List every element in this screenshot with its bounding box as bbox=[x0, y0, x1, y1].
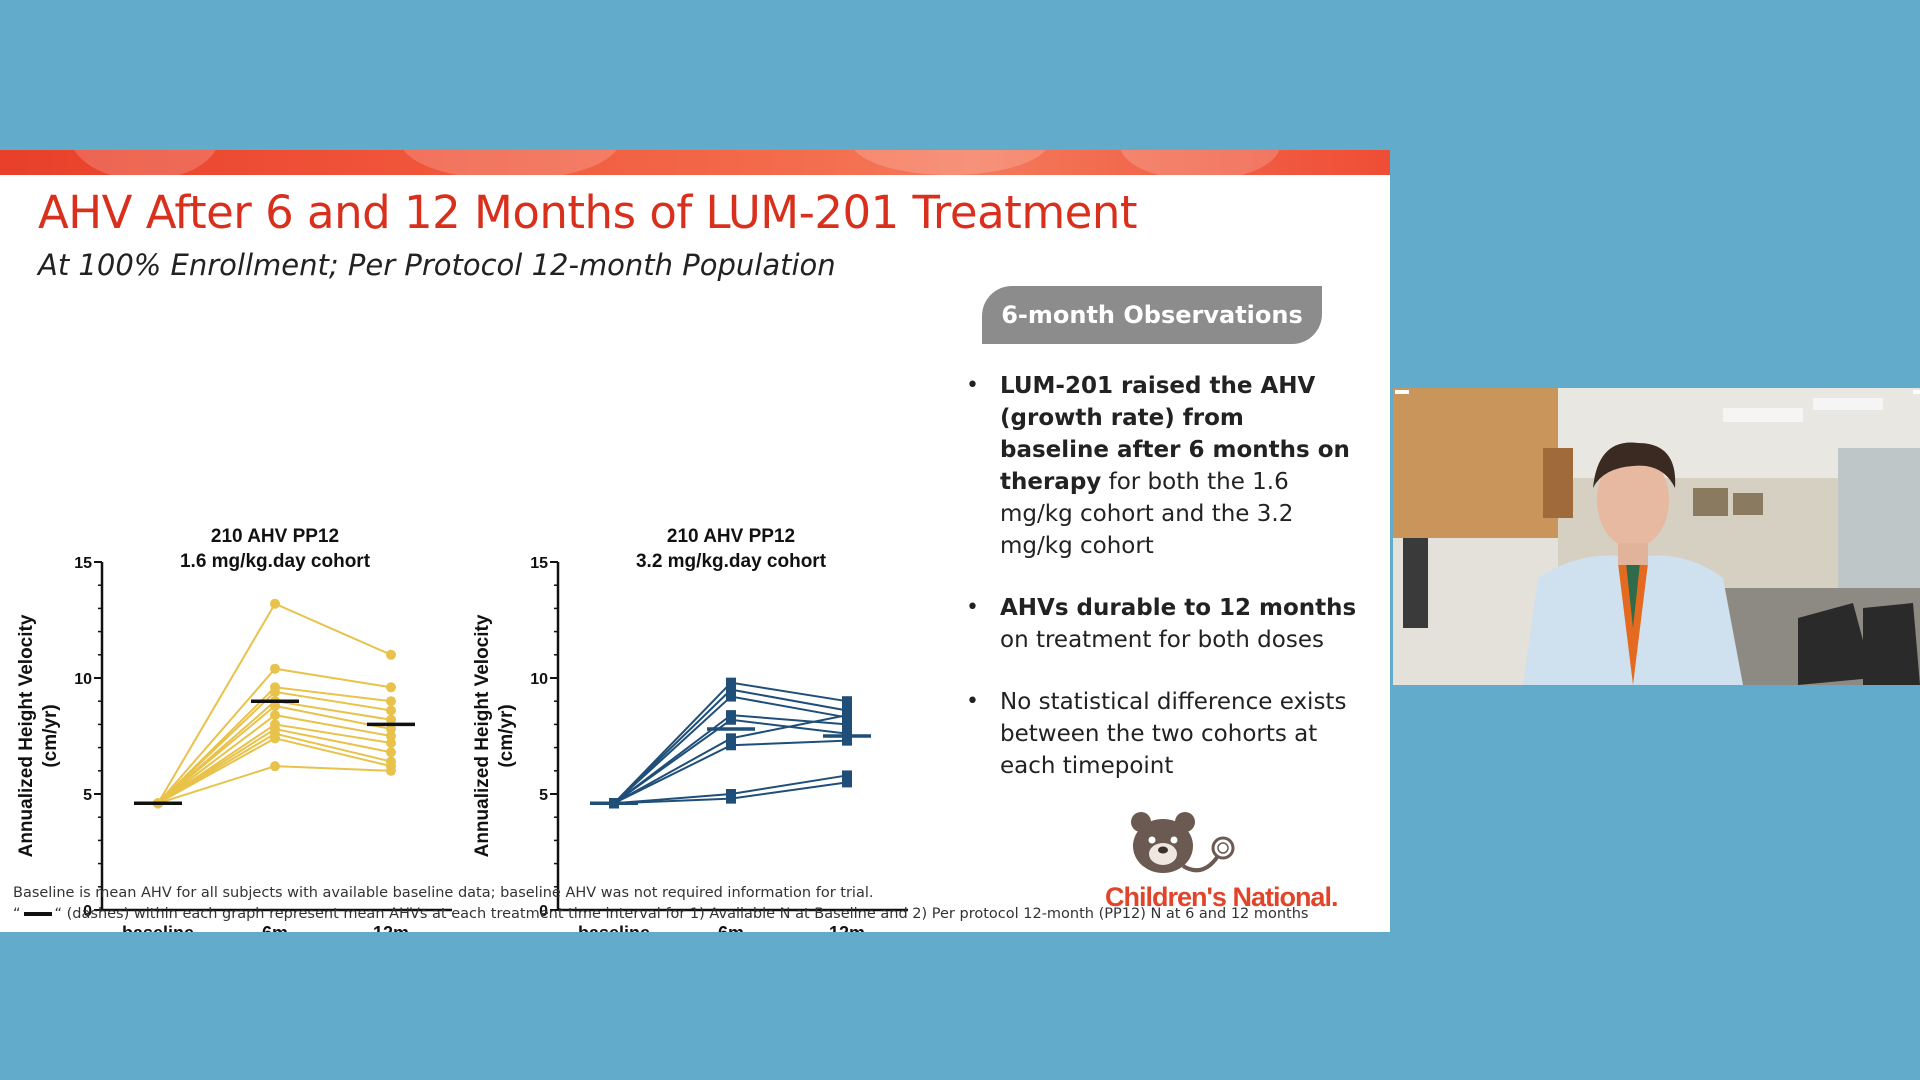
footnote-dashes: “ “ (dashes) within each graph represent … bbox=[13, 906, 1309, 922]
data-point bbox=[726, 714, 736, 725]
logo-text: Children's National. bbox=[1105, 882, 1338, 912]
x-tick-label: 12m bbox=[373, 923, 409, 932]
presentation-slide: AHV After 6 and 12 Months of LUM-201 Tre… bbox=[0, 150, 1390, 932]
footnote-dashes-text: “ (dashes) within each graph represent m… bbox=[54, 906, 1309, 922]
y-tick-label: 15 bbox=[74, 555, 92, 572]
chart-subtitle: 3.2 mg/kg.day cohort bbox=[636, 551, 827, 572]
chart-3-2-mg-cohort-svg: 210 AHV PP12 3.2 mg/kg.day cohort Annualiz… bbox=[472, 526, 908, 932]
data-point bbox=[726, 684, 736, 695]
observations-list: LUM-201 raised the AHV (growth rate) fro… bbox=[960, 370, 1360, 812]
footnote-baseline: Baseline is mean AHV for all subjects wi… bbox=[13, 885, 874, 901]
y-axis-label: Annualized Height Velocity bbox=[16, 614, 37, 857]
slide-subtitle: At 100% Enrollment; Per Protocol 12-mont… bbox=[38, 248, 836, 282]
observation-3-text: No statistical difference exists between… bbox=[1000, 689, 1347, 779]
data-point bbox=[726, 793, 736, 804]
y-axis-label-units: (cm/yr) bbox=[496, 704, 517, 767]
slide-header-band bbox=[0, 150, 1390, 180]
data-point bbox=[270, 663, 280, 674]
y-axis-label-units: (cm/yr) bbox=[40, 704, 61, 767]
data-point bbox=[842, 777, 852, 788]
data-point bbox=[842, 719, 852, 730]
data-point bbox=[270, 598, 280, 609]
chart-title: 210 AHV PP12 bbox=[211, 526, 339, 547]
chart-3-2-mg-cohort: 210 AHV PP12 3.2 mg/kg.day cohort Annualiz… bbox=[466, 335, 926, 932]
data-point bbox=[842, 735, 852, 746]
x-tick-label: baseline bbox=[578, 923, 650, 932]
dash-symbol-icon bbox=[23, 912, 52, 916]
chart-title: 210 AHV PP12 bbox=[667, 526, 795, 547]
data-point bbox=[842, 696, 852, 707]
slide-title: AHV After 6 and 12 Months of LUM-201 Tre… bbox=[38, 186, 1138, 239]
data-point bbox=[386, 714, 396, 725]
chart-1-6-mg-cohort: 210 AHV PP12 1.6 mg/kg.day cohort Annualiz… bbox=[10, 335, 470, 932]
observation-item-1: LUM-201 raised the AHV (growth rate) fro… bbox=[960, 370, 1360, 562]
data-point bbox=[386, 705, 396, 716]
childrens-national-logo: Children's National. bbox=[1105, 808, 1340, 913]
observation-item-3: No statistical difference exists between… bbox=[960, 686, 1360, 782]
y-tick-label: 5 bbox=[83, 787, 92, 804]
data-point bbox=[386, 747, 396, 758]
data-point bbox=[842, 728, 852, 739]
y-axis-label: Annualized Height Velocity bbox=[472, 614, 493, 857]
data-point bbox=[726, 691, 736, 702]
data-point bbox=[386, 737, 396, 748]
data-point bbox=[386, 696, 396, 707]
data-point bbox=[386, 765, 396, 776]
data-point bbox=[726, 677, 736, 688]
data-point bbox=[842, 710, 852, 721]
observations-heading: 6-month Observations bbox=[982, 286, 1322, 344]
y-tick-label: 10 bbox=[74, 671, 92, 688]
observation-2-bold: AHVs durable to 12 months bbox=[1000, 595, 1357, 621]
y-tick-label: 0 bbox=[83, 903, 92, 920]
teddy-bear-icon bbox=[1131, 812, 1235, 873]
data-point bbox=[270, 733, 280, 744]
observation-item-2: AHVs durable to 12 months on treatment f… bbox=[960, 592, 1360, 656]
data-point bbox=[270, 700, 280, 711]
y-tick-label: 0 bbox=[539, 903, 548, 920]
data-point bbox=[270, 761, 280, 772]
data-point bbox=[842, 770, 852, 781]
y-tick-label: 5 bbox=[539, 787, 548, 804]
chart-subtitle: 1.6 mg/kg.day cohort bbox=[180, 551, 371, 572]
presenter-video-image bbox=[1393, 388, 1920, 685]
y-tick-label: 10 bbox=[530, 671, 548, 688]
observation-2-text: on treatment for both doses bbox=[1000, 627, 1324, 653]
presenter-video-feed[interactable] bbox=[1393, 388, 1920, 685]
x-tick-label: baseline bbox=[122, 923, 194, 932]
data-point bbox=[386, 682, 396, 693]
y-tick-label: 15 bbox=[530, 555, 548, 572]
x-tick-label: 12m bbox=[829, 923, 865, 932]
data-point bbox=[386, 649, 396, 660]
x-tick-label: 6m bbox=[718, 923, 744, 932]
data-point bbox=[270, 710, 280, 721]
data-point bbox=[386, 731, 396, 741]
data-point bbox=[726, 733, 736, 744]
data-point bbox=[270, 686, 280, 697]
footnote-dashes-quote: “ bbox=[13, 906, 21, 922]
data-point bbox=[386, 724, 396, 735]
x-tick-label: 6m bbox=[262, 923, 288, 932]
observation-1-bold: LUM-201 raised the AHV (growth rate) fro… bbox=[1000, 373, 1350, 495]
observation-1-text: for both the 1.6 mg/kg cohort and the 3.… bbox=[1000, 469, 1294, 559]
chart-1-6-mg-cohort-svg: 210 AHV PP12 1.6 mg/kg.day cohort Annualiz… bbox=[16, 526, 452, 932]
data-point bbox=[726, 740, 736, 751]
